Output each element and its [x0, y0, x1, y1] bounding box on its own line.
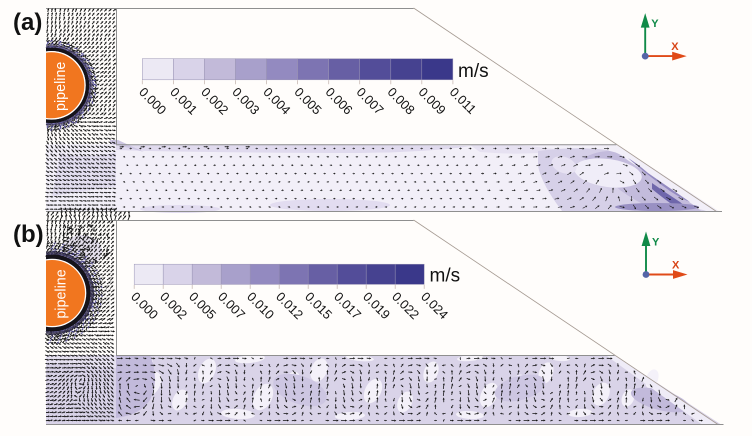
- svg-text:Y: Y: [652, 237, 660, 249]
- svg-text:(b): (b): [13, 221, 44, 248]
- svg-text:pipeline: pipeline: [54, 269, 70, 318]
- svg-text:Y: Y: [651, 18, 659, 30]
- svg-text:m/s: m/s: [430, 265, 461, 286]
- svg-text:(a): (a): [13, 9, 42, 36]
- svg-text:X: X: [672, 260, 680, 272]
- svg-text:X: X: [671, 41, 679, 53]
- svg-text:pipeline: pipeline: [53, 62, 69, 111]
- svg-text:m/s: m/s: [458, 61, 489, 82]
